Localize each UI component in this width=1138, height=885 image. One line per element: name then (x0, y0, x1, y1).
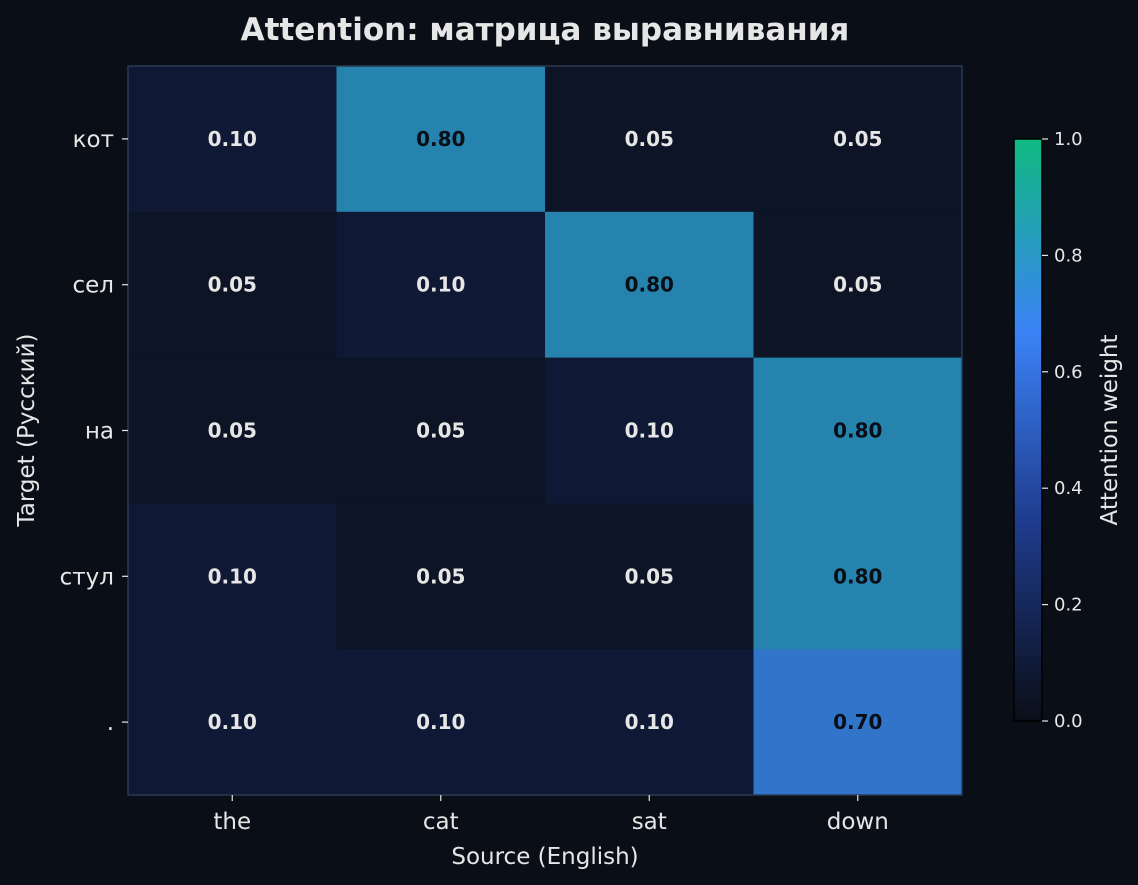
cell-value-label: 0.10 (208, 564, 257, 588)
cell-value-label: 0.05 (625, 564, 674, 588)
cell-value-label: 0.80 (833, 419, 882, 443)
y-tick-label: на (85, 419, 114, 445)
colorbar-tick-label: 0.8 (1054, 245, 1083, 266)
heatmap-cell (336, 66, 546, 213)
y-axis-label: Target (Русский) (14, 334, 40, 528)
cell-value-label: 0.80 (625, 273, 674, 297)
heatmap-cell (128, 503, 337, 650)
heatmap-cell (753, 66, 963, 213)
cell-value-label: 0.10 (416, 273, 465, 297)
heatmap-cell (753, 357, 963, 504)
cell-value-label: 0.10 (625, 710, 674, 734)
x-tick-label: cat (423, 809, 459, 835)
cell-value-label: 0.10 (625, 419, 674, 443)
heatmap-cell (336, 357, 546, 504)
heatmap-cell (128, 357, 337, 504)
y-tick-label: сел (73, 273, 115, 299)
cell-value-label: 0.05 (833, 273, 882, 297)
x-tick-label: sat (632, 809, 667, 835)
cell-value-label: 0.80 (416, 127, 465, 151)
heatmap-cell (336, 649, 546, 796)
heatmap-cell (336, 503, 546, 650)
heatmap-cell (545, 649, 754, 796)
x-axis-label: Source (English) (451, 844, 638, 870)
colorbar (1013, 138, 1043, 722)
heatmap-cell (128, 649, 337, 796)
y-axis-ticks: кот сел на стул. (60, 127, 128, 736)
x-axis-ticks: the cat sat down (213, 795, 889, 835)
cell-value-label: 0.05 (208, 273, 257, 297)
cell-value-label: 0.05 (416, 564, 465, 588)
heatmap-cell (753, 503, 963, 650)
heatmap-cell (545, 66, 754, 213)
heatmap-cell (128, 66, 337, 213)
heatmap-cell (545, 357, 754, 504)
heatmap-cell (753, 649, 963, 796)
cell-value-label: 0.10 (416, 710, 465, 734)
colorbar-tick-label: 0.4 (1054, 478, 1083, 499)
cell-value-label: 0.05 (833, 127, 882, 151)
y-tick-label: . (107, 710, 114, 736)
heatmap-cell-labels: 0.10 0.80 0.05 0.05 0.05 0.10 0.80 0.05 0.05 0.05… (208, 127, 883, 734)
colorbar-label: Attention weight (1097, 334, 1123, 525)
y-tick-label: кот (73, 127, 114, 153)
colorbar-tick-label: 1.0 (1054, 129, 1083, 150)
cell-value-label: 0.10 (208, 127, 257, 151)
y-tick-label: стул (60, 564, 114, 590)
colorbar-tick-label: 0.2 (1054, 595, 1083, 616)
cell-value-label: 0.80 (833, 564, 882, 588)
colorbar-ticks: 0.0 0.2 0.4 0.6 0.8 1.0 (1042, 129, 1083, 732)
x-tick-label: the (213, 809, 251, 835)
heatmap-cell (545, 211, 754, 359)
cell-value-label: 0.10 (208, 710, 257, 734)
cell-value-label: 0.05 (625, 127, 674, 151)
cell-value-label: 0.05 (416, 419, 465, 443)
cell-value-label: 0.70 (833, 710, 882, 734)
colorbar-tick-label: 0.6 (1054, 362, 1083, 383)
heatmap-cells (128, 66, 963, 796)
heatmap-cell (336, 211, 546, 359)
x-tick-label: down (827, 809, 889, 835)
chart-title: Attention: матрица выравнивания (241, 12, 850, 48)
heatmap-cell (753, 211, 963, 359)
heatmap-cell (128, 211, 337, 359)
heatmap-cell (545, 503, 754, 650)
cell-value-label: 0.05 (208, 419, 257, 443)
colorbar-tick-label: 0.0 (1054, 711, 1083, 732)
